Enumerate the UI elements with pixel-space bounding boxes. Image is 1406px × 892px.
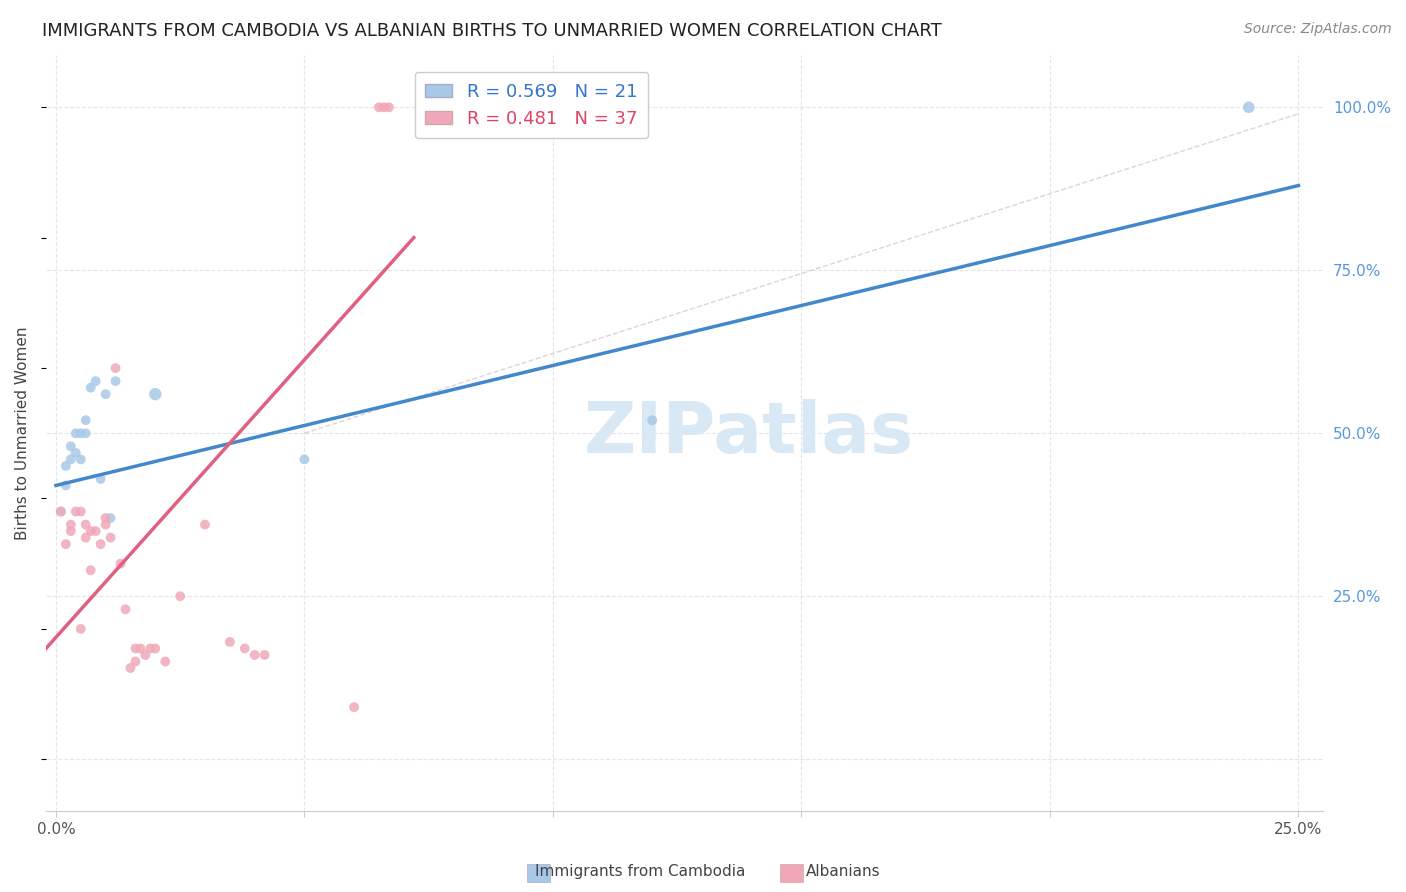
Point	[84, 374, 107, 388]
Point	[294, 452, 316, 467]
Point	[641, 413, 664, 427]
Point	[368, 100, 391, 114]
Point	[114, 602, 136, 616]
Point	[233, 641, 256, 656]
Point	[55, 478, 77, 492]
Point	[373, 100, 395, 114]
Point	[59, 452, 82, 467]
Point	[100, 511, 122, 525]
Point	[124, 641, 146, 656]
Text: Albanians: Albanians	[806, 864, 882, 879]
Point	[104, 374, 127, 388]
Point	[75, 531, 97, 545]
Point	[243, 648, 266, 662]
Point	[80, 524, 103, 538]
Point	[49, 504, 72, 518]
Point	[94, 387, 117, 401]
Point	[75, 413, 97, 427]
Point	[59, 439, 82, 453]
Point	[75, 426, 97, 441]
Point	[218, 635, 240, 649]
Point	[65, 446, 87, 460]
Point	[80, 563, 103, 577]
Point	[69, 622, 91, 636]
Point	[94, 517, 117, 532]
Point	[139, 641, 162, 656]
Point	[84, 524, 107, 538]
Point	[59, 524, 82, 538]
Point	[69, 452, 91, 467]
Point	[65, 504, 87, 518]
Point	[94, 511, 117, 525]
Text: IMMIGRANTS FROM CAMBODIA VS ALBANIAN BIRTHS TO UNMARRIED WOMEN CORRELATION CHART: IMMIGRANTS FROM CAMBODIA VS ALBANIAN BIR…	[42, 22, 942, 40]
Point	[124, 655, 146, 669]
Point	[253, 648, 276, 662]
Point	[69, 504, 91, 518]
Point	[59, 517, 82, 532]
Point	[134, 648, 156, 662]
Point	[110, 557, 132, 571]
Point	[143, 641, 166, 656]
Text: Source: ZipAtlas.com: Source: ZipAtlas.com	[1244, 22, 1392, 37]
Text: ZIPatlas: ZIPatlas	[583, 399, 914, 467]
Legend: R = 0.569   N = 21, R = 0.481   N = 37: R = 0.569 N = 21, R = 0.481 N = 37	[415, 71, 648, 138]
Point	[75, 517, 97, 532]
Point	[100, 531, 122, 545]
Point	[65, 426, 87, 441]
Point	[169, 589, 191, 603]
Point	[90, 537, 112, 551]
Point	[55, 537, 77, 551]
Point	[90, 472, 112, 486]
Point	[155, 655, 177, 669]
Point	[104, 361, 127, 376]
Point	[80, 381, 103, 395]
Point	[69, 426, 91, 441]
Point	[194, 517, 217, 532]
Y-axis label: Births to Unmarried Women: Births to Unmarried Women	[15, 326, 30, 540]
Point	[1237, 100, 1260, 114]
Point	[343, 700, 366, 714]
Point	[49, 504, 72, 518]
Point	[378, 100, 401, 114]
Point	[55, 458, 77, 473]
Point	[129, 641, 152, 656]
Text: Immigrants from Cambodia: Immigrants from Cambodia	[534, 864, 745, 879]
Point	[143, 387, 166, 401]
Point	[120, 661, 142, 675]
